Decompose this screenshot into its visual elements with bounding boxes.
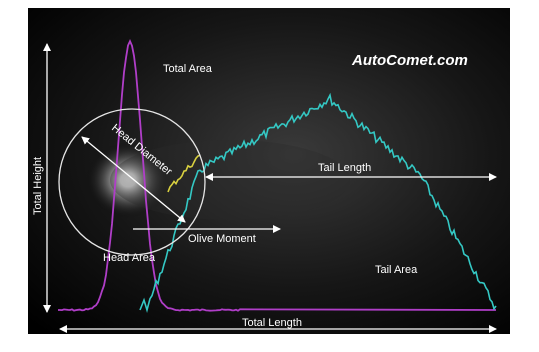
head-area-label: Head Area bbox=[103, 252, 156, 264]
head-intensity-profile bbox=[58, 39, 497, 312]
total-area-label: Total Area bbox=[163, 63, 213, 75]
tail-area-label: Tail Area bbox=[375, 264, 418, 276]
tail-length-label: Tail Length bbox=[318, 162, 371, 174]
total-length-label: Total Length bbox=[242, 317, 302, 329]
head-diameter-arrow bbox=[81, 136, 186, 223]
total-height-label: Total Height bbox=[32, 157, 44, 215]
brand-logo: AutoComet.com bbox=[351, 52, 468, 69]
olive-moment-label: Olive Moment bbox=[188, 233, 256, 245]
tail-intensity-profile bbox=[139, 92, 497, 313]
head-circle bbox=[58, 108, 206, 256]
